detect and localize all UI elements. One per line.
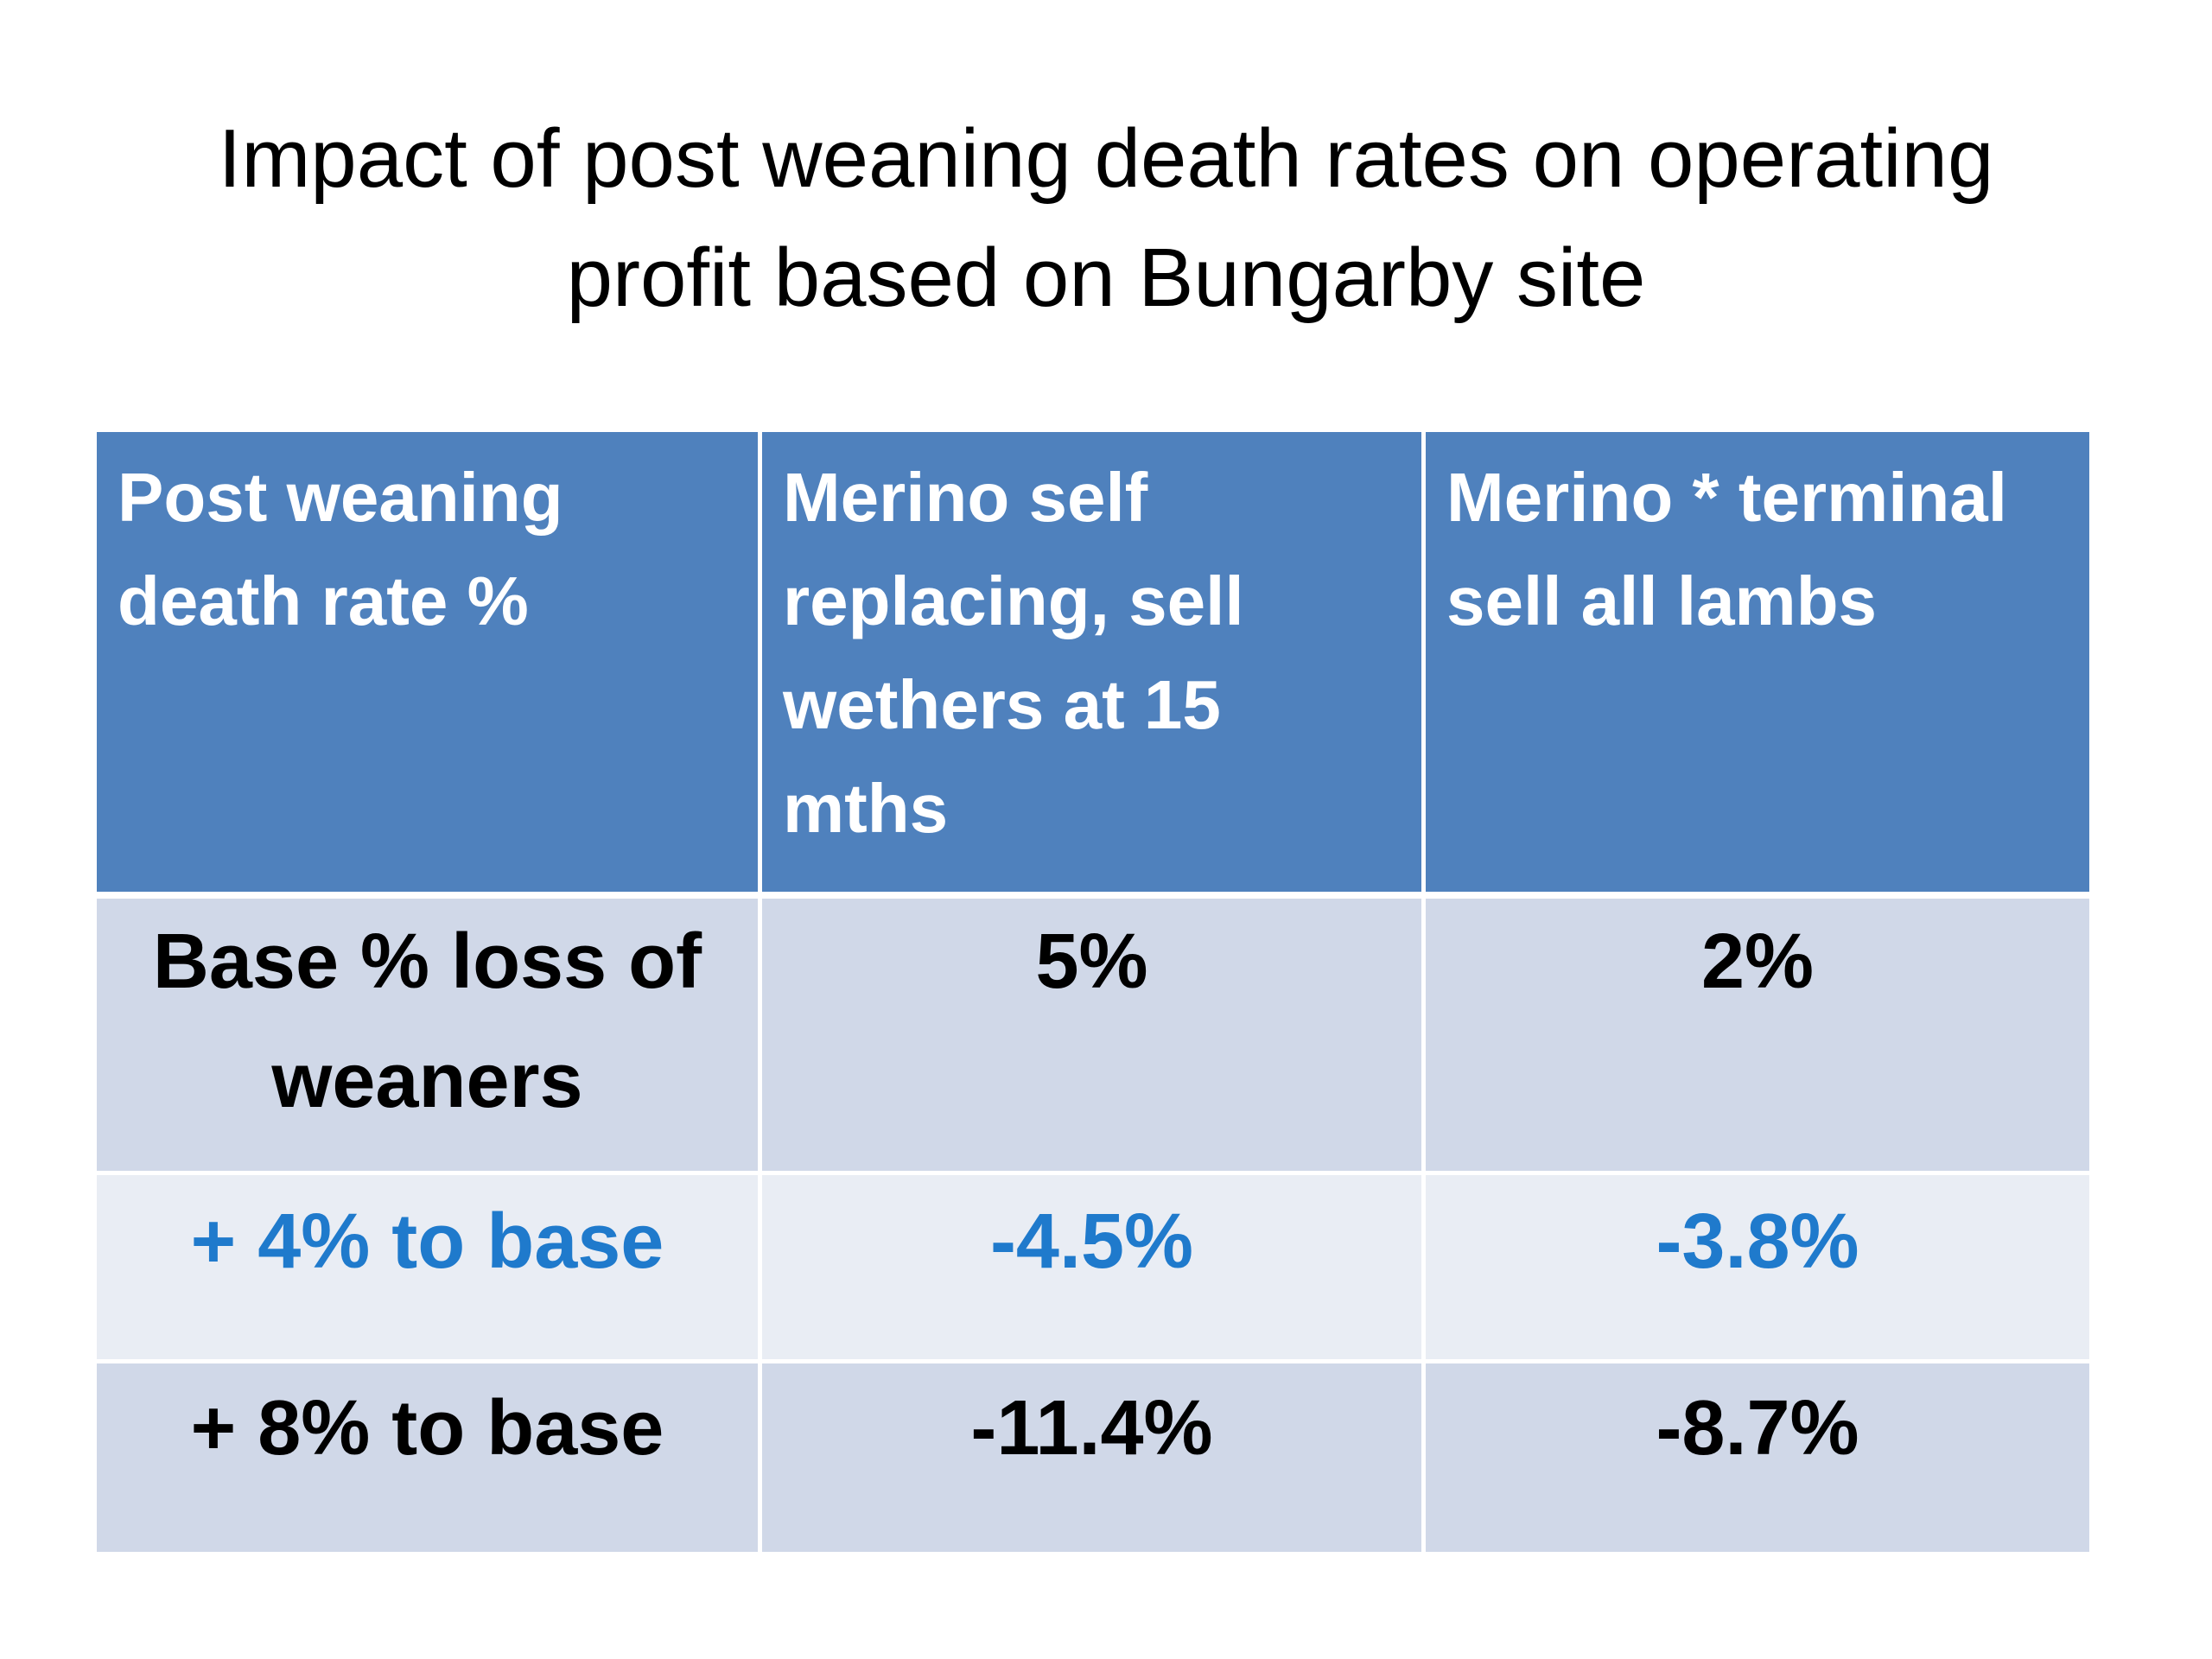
slide-title-line-2: profit based on Bungarby site [566,232,1646,324]
slide-title: Impact of post weaning death rates on op… [86,99,2126,338]
cell-value: 2% [1700,918,1815,1005]
value-cell: -11.4% [762,1363,1426,1552]
row-label-cell: Base % loss of weaners [97,899,762,1175]
header-label: Merino self replacing, sell wethers at 1… [783,459,1244,847]
row-label-cell: + 4% to base [97,1175,762,1363]
table-row: + 8% to base -11.4% -8.7% [97,1363,2089,1552]
value-cell: 2% [1426,899,2089,1175]
table-row: + 4% to base -4.5% -3.8% [97,1175,2089,1363]
cell-value: 5% [1035,918,1148,1005]
slide-title-line-1: Impact of post weaning death rates on op… [218,112,1994,205]
header-death-rate: Post weaning death rate % [97,432,762,899]
row-label: Base % loss of weaners [152,918,702,1124]
data-table: Post weaning death rate % Merino self re… [97,432,2089,1552]
value-cell: -3.8% [1426,1175,2089,1363]
row-label: + 8% to base [190,1385,664,1471]
value-cell: -4.5% [762,1175,1426,1363]
header-merino-self-replacing: Merino self replacing, sell wethers at 1… [762,432,1426,899]
cell-value: -4.5% [989,1198,1194,1285]
value-cell: 5% [762,899,1426,1175]
table-header-row: Post weaning death rate % Merino self re… [97,432,2089,899]
death-rate-table: Post weaning death rate % Merino self re… [97,432,2089,1552]
table-row: Base % loss of weaners 5% 2% [97,899,2089,1175]
header-merino-terminal: Merino * terminal sell all lambs [1426,432,2089,899]
cell-value: -3.8% [1656,1198,1859,1285]
header-label: Post weaning death rate % [118,459,563,639]
row-label-cell: + 8% to base [97,1363,762,1552]
header-label: Merino * terminal sell all lambs [1446,459,2008,639]
cell-value: -11.4% [970,1385,1213,1471]
value-cell: -8.7% [1426,1363,2089,1552]
row-label: + 4% to base [190,1198,664,1285]
cell-value: -8.7% [1656,1385,1859,1471]
